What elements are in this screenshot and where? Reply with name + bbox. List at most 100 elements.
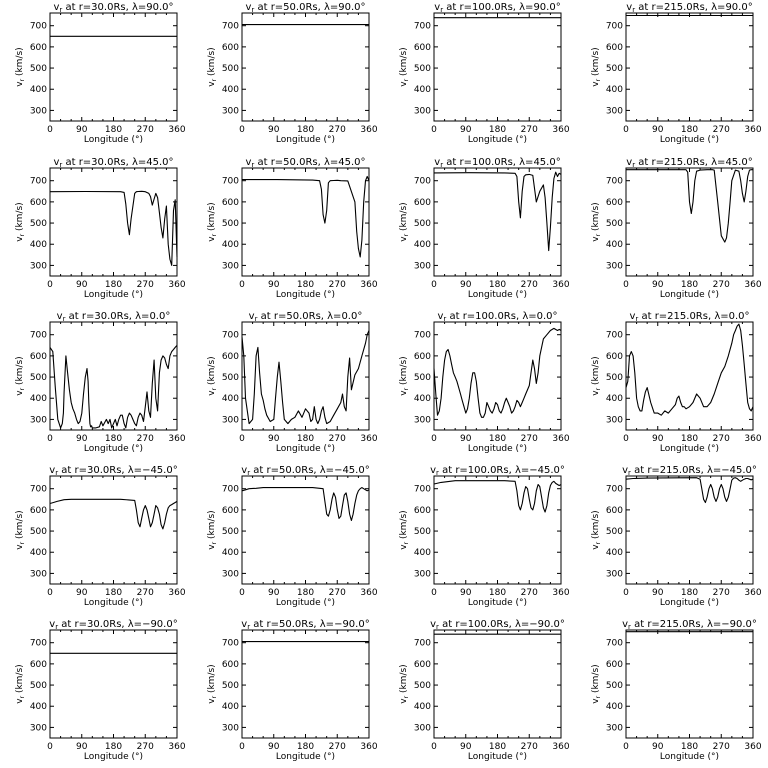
x-tick-label: 180 xyxy=(297,280,314,290)
y-tick-label: 700 xyxy=(606,331,623,341)
x-tick-label: 0 xyxy=(623,434,629,444)
title-subscript: r xyxy=(255,315,258,323)
y-tick-label: 600 xyxy=(606,506,623,516)
x-tick-label: 0 xyxy=(239,588,245,598)
y-tick-label: 400 xyxy=(222,85,239,95)
y-tick-label: 700 xyxy=(414,331,431,341)
y-tick-label: 300 xyxy=(414,723,431,733)
panel-1-2: vr at r=100.0Rs, λ=45.0°0 90 180 270 3603004… xyxy=(399,157,570,300)
y-tick-label: 600 xyxy=(30,43,47,53)
y-tick-label: 700 xyxy=(414,177,431,187)
y-tick-label: 600 xyxy=(414,660,431,670)
y-tick-label: 700 xyxy=(414,639,431,649)
y-tick-label: 500 xyxy=(30,681,47,691)
series-line xyxy=(49,344,178,429)
x-tick-label: 180 xyxy=(297,434,314,444)
x-axis-label: Longitude (°) xyxy=(276,752,335,762)
x-tick-label: 0 xyxy=(47,434,53,444)
title-latitude: λ=−90.0° xyxy=(128,619,178,630)
y-tick-label: 500 xyxy=(30,527,47,537)
y-tick-label: 600 xyxy=(414,198,431,208)
ylabel-var: v xyxy=(207,698,217,704)
y-tick-label: 400 xyxy=(222,394,239,404)
x-tick-label: 180 xyxy=(681,434,698,444)
y-tick-label: 300 xyxy=(222,106,239,116)
ylabel-unit: (km/s) xyxy=(207,664,217,696)
title-var: v xyxy=(430,619,436,630)
x-tick-label: 270 xyxy=(137,588,154,598)
title-latitude: λ=−90.0° xyxy=(707,619,757,630)
panel-1-3: vr at r=215.0Rs, λ=45.0°0 90 180 270 3603004… xyxy=(591,157,762,300)
y-tick-label: 300 xyxy=(606,261,623,271)
title-subscript: r xyxy=(55,623,58,631)
y-tick-label: 600 xyxy=(222,198,239,208)
series-line xyxy=(242,175,370,258)
panel-0-3: vr at r=215.0Rs, λ=90.0°0 90 180 270 3603004… xyxy=(591,2,762,145)
ylabel-subscript: r xyxy=(403,78,410,81)
ylabel-var: v xyxy=(591,81,601,87)
x-tick-label: 90 xyxy=(76,280,88,290)
ylabel-subscript: r xyxy=(19,233,26,236)
panel-1-0: vr at r=30.0Rs, λ=45.0°0 90 180 270 36030040… xyxy=(15,157,186,300)
y-tick-label: 600 xyxy=(30,660,47,670)
title-latitude: λ=90.0° xyxy=(132,2,174,13)
y-tick-label: 300 xyxy=(606,569,623,579)
x-tick-label: 360 xyxy=(168,434,185,444)
panel-title: vr at r=215.0Rs, λ=0.0° xyxy=(629,311,749,323)
plot-frame xyxy=(433,167,562,277)
x-axis-label: Longitude (°) xyxy=(84,135,143,145)
title-var: v xyxy=(57,311,63,322)
x-tick-label: 270 xyxy=(521,588,538,598)
y-tick-label: 500 xyxy=(606,373,623,383)
panel-3-0: vr at r=30.0Rs, λ=−45.0°0 90 180 270 3603004… xyxy=(15,465,186,608)
x-tick-label: 180 xyxy=(105,125,122,135)
x-tick-label: 180 xyxy=(489,434,506,444)
title-latitude: λ=−45.0° xyxy=(320,465,370,476)
title-var: v xyxy=(437,311,443,322)
y-tick-label: 700 xyxy=(606,22,623,32)
title-subscript: r xyxy=(436,623,439,631)
panel-0-0: vr at r=30.0Rs, λ=90.0°0 90 180 270 36030040… xyxy=(15,2,186,145)
title-var: v xyxy=(249,311,255,322)
x-tick-label: 360 xyxy=(360,125,377,135)
y-tick-label: 500 xyxy=(606,219,623,229)
x-tick-label: 90 xyxy=(268,588,280,598)
y-tick-label: 300 xyxy=(30,415,47,425)
ylabel-var: v xyxy=(591,390,601,396)
title-radius: r=30.0Rs, xyxy=(74,619,127,630)
y-tick-label: 600 xyxy=(30,506,47,516)
title-at: at xyxy=(65,311,81,322)
title-var: v xyxy=(245,157,251,168)
x-tick-label: 180 xyxy=(105,588,122,598)
ylabel-unit: (km/s) xyxy=(15,47,25,79)
y-tick-label: 700 xyxy=(30,639,47,649)
title-at: at xyxy=(58,619,74,630)
ylabel-unit: (km/s) xyxy=(15,664,25,696)
panel-3-1: vr at r=50.0Rs, λ=−45.0°0 90 180 270 3603004… xyxy=(207,465,378,608)
x-tick-label: 360 xyxy=(552,280,569,290)
x-axis-label: Longitude (°) xyxy=(468,290,527,300)
x-tick-label: 0 xyxy=(623,742,629,752)
x-tick-label: 270 xyxy=(329,588,346,598)
title-latitude: λ=0.0° xyxy=(327,311,362,322)
x-tick-label: 360 xyxy=(168,742,185,752)
y-tick-label: 300 xyxy=(30,106,47,116)
y-tick-label: 600 xyxy=(606,43,623,53)
plot-frame xyxy=(49,475,178,585)
ylabel-unit: (km/s) xyxy=(399,510,409,542)
series-line xyxy=(433,327,562,418)
x-tick-label: 0 xyxy=(239,434,245,444)
x-axis-label: Longitude (°) xyxy=(84,290,143,300)
ylabel-subscript: r xyxy=(595,387,602,390)
title-at: at xyxy=(635,2,651,13)
y-tick-label: 700 xyxy=(222,22,239,32)
ylabel-unit: (km/s) xyxy=(207,510,217,542)
x-tick-label: 90 xyxy=(460,280,472,290)
x-tick-label: 270 xyxy=(137,434,154,444)
x-tick-label: 90 xyxy=(268,434,280,444)
x-tick-label: 180 xyxy=(297,742,314,752)
y-tick-label: 400 xyxy=(222,240,239,250)
panel-3-2: vr at r=100.0Rs, λ=−45.0°0 90 180 270 360300… xyxy=(399,465,570,608)
y-tick-label: 300 xyxy=(222,569,239,579)
title-subscript: r xyxy=(251,161,254,169)
